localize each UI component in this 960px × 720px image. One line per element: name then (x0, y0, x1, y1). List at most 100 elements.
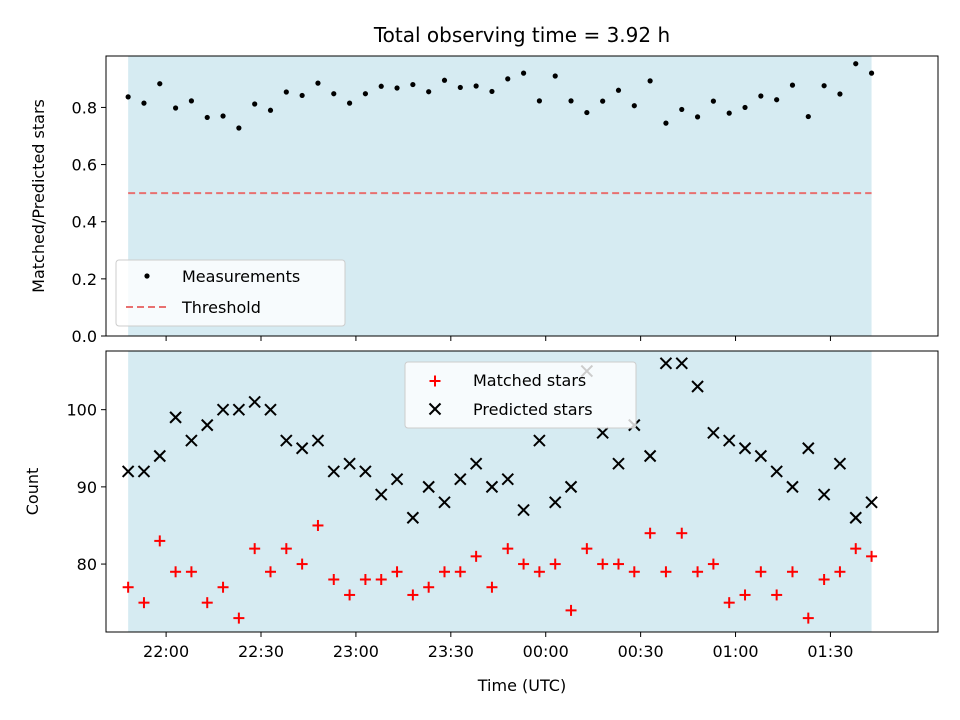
predicted-star-point (659, 357, 673, 370)
matched-star-point (138, 597, 150, 609)
predicted-star-point (691, 380, 704, 393)
measurement-point (694, 114, 701, 120)
legend-matched-marker (429, 375, 441, 387)
matched-star-point (518, 558, 530, 570)
legend-threshold-label: Threshold (181, 298, 261, 317)
predicted-star-point (865, 496, 878, 509)
matched-star-point (612, 558, 624, 570)
count-legend: Matched stars Predicted stars (404, 361, 637, 429)
p0-ytick-label-1: 0.2 (72, 270, 97, 289)
predicted-star-point (169, 411, 182, 424)
matched-star-point (802, 612, 814, 624)
measurement-point (536, 98, 542, 104)
count-y-axis-label: Count (23, 468, 42, 516)
predicted-star-point (438, 496, 451, 509)
measurement-point (647, 78, 653, 84)
ratio-legend: Measurements Threshold (115, 259, 346, 327)
count-panel-frame (105, 350, 939, 633)
measurement-point (600, 98, 606, 104)
ratio-panel: 0.0 0.2 0.4 0.6 0.8 Total observing time = 3… (29, 23, 939, 346)
matched-star-point (486, 581, 498, 593)
matched-star-point (502, 543, 514, 555)
measurement-point (346, 100, 353, 106)
count-panel: 80 90 100 22:00 22:30 23:00 23:30 00:00 00:30 01… (23, 350, 939, 695)
predicted-star-point (406, 511, 420, 524)
measurement-point (125, 94, 131, 100)
measurement-point (489, 88, 495, 95)
p1-ytick-label-2: 100 (66, 401, 97, 420)
legend-predicted-marker (428, 402, 442, 416)
matched-star-point (660, 566, 672, 578)
matched-star-point (265, 566, 277, 578)
measurement-point (552, 73, 558, 79)
predicted-star-point (185, 434, 198, 447)
predicted-star-point (533, 434, 546, 447)
legend-measurements-marker (144, 273, 150, 279)
matched-star-point (328, 574, 340, 586)
measurement-point (283, 89, 289, 95)
predicted-star-point (770, 465, 783, 478)
measurement-point (157, 81, 163, 87)
measurement-point (679, 106, 685, 113)
measurement-point (252, 101, 258, 107)
matched-star-point (866, 550, 878, 562)
matched-star-point (771, 589, 783, 601)
measurement-point (853, 61, 859, 67)
matched-star-point (628, 566, 640, 578)
matched-star-point (707, 558, 719, 570)
matched-star-point (217, 581, 229, 593)
predicted-star-point (596, 426, 609, 440)
predicted-star-point (280, 434, 293, 447)
matched-star-point (644, 527, 656, 539)
predicted-star-point (675, 357, 688, 370)
measurement-point (520, 70, 527, 76)
matched-star-point (438, 566, 450, 578)
matched-star-point (201, 597, 213, 609)
matched-star-point (375, 574, 387, 586)
predicted-star-point (485, 480, 499, 494)
ratio-y-axis-label: Matched/Predicted stars (29, 99, 48, 293)
predicted-star-point (817, 488, 831, 501)
measurement-point (204, 114, 210, 121)
predicted-star-point (359, 465, 372, 478)
p1-ytick-label-1: 90 (77, 478, 97, 497)
matched-star-point (423, 581, 435, 593)
measurement-point (141, 100, 147, 106)
ratio-x-ticks (165, 336, 831, 341)
predicted-star-points (121, 357, 878, 524)
measurement-point (663, 120, 669, 126)
predicted-star-point (802, 442, 815, 455)
measurement-point (758, 93, 764, 99)
predicted-star-point (422, 480, 435, 494)
measurement-point (631, 103, 637, 109)
predicted-star-point (833, 457, 847, 470)
predicted-star-point (549, 496, 562, 509)
measurement-point (821, 83, 827, 89)
matched-star-point (249, 543, 261, 555)
ratio-y-ticks: 0.0 0.2 0.4 0.6 0.8 (72, 98, 106, 346)
chart-title: Total observing time = 3.92 h (373, 23, 670, 47)
measurement-point (473, 83, 479, 89)
predicted-star-point (121, 465, 135, 478)
count-y-ticks: 80 90 100 (66, 401, 106, 574)
matched-star-point (407, 589, 419, 601)
measurement-point (568, 98, 574, 104)
predicted-star-point (786, 480, 799, 494)
matched-star-point (755, 566, 767, 578)
measurement-point (742, 104, 748, 111)
measurement-point (220, 113, 226, 119)
matched-star-point (296, 558, 308, 570)
matched-star-point (470, 550, 482, 562)
measurement-point (441, 77, 448, 83)
ratio-panel-frame (105, 55, 939, 337)
measurement-point (410, 81, 416, 88)
matched-star-point (344, 589, 356, 601)
predicted-star-point (517, 503, 530, 517)
measurement-point (805, 113, 811, 120)
predicted-star-point (454, 472, 467, 486)
p1-xtick-label-1: 22:30 (238, 642, 284, 661)
measurement-point (362, 91, 369, 97)
matched-star-point (834, 566, 846, 578)
measurement-point (426, 89, 432, 95)
matched-star-point (597, 558, 609, 570)
